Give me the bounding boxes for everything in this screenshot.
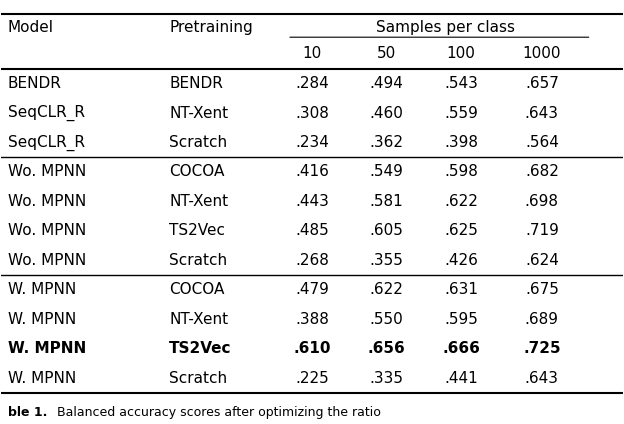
Text: 1000: 1000 [523,46,561,61]
Text: W. MPNN: W. MPNN [7,282,76,297]
Text: .416: .416 [295,165,329,179]
Text: BENDR: BENDR [7,76,62,91]
Text: ble 1.: ble 1. [7,406,47,419]
Text: .622: .622 [444,194,478,209]
Text: .460: .460 [369,106,404,120]
Text: .564: .564 [525,135,558,150]
Text: .643: .643 [525,106,559,120]
Text: Scratch: Scratch [169,371,227,386]
Text: BENDR: BENDR [169,76,223,91]
Text: .268: .268 [295,253,329,268]
Text: W. MPNN: W. MPNN [7,312,76,327]
Text: .657: .657 [525,76,558,91]
Text: .643: .643 [525,371,559,386]
Text: NT-Xent: NT-Xent [169,194,228,209]
Text: .398: .398 [444,135,478,150]
Text: .719: .719 [525,223,558,238]
Text: Scratch: Scratch [169,135,227,150]
Text: .610: .610 [293,341,331,357]
Text: .631: .631 [444,282,478,297]
Text: Balanced accuracy scores after optimizing the ratio: Balanced accuracy scores after optimizin… [57,406,381,419]
Text: .335: .335 [369,371,404,386]
Text: .666: .666 [442,341,480,357]
Text: .698: .698 [525,194,559,209]
Text: Wo. MPNN: Wo. MPNN [7,253,86,268]
Text: .689: .689 [525,312,559,327]
Text: W. MPNN: W. MPNN [7,371,76,386]
Text: Wo. MPNN: Wo. MPNN [7,194,86,209]
Text: .675: .675 [525,282,558,297]
Text: SeqCLR_R: SeqCLR_R [7,134,85,151]
Text: .441: .441 [444,371,478,386]
Text: Wo. MPNN: Wo. MPNN [7,165,86,179]
Text: .426: .426 [444,253,478,268]
Text: .225: .225 [295,371,329,386]
Text: .234: .234 [295,135,329,150]
Text: W. MPNN: W. MPNN [7,341,86,357]
Text: .485: .485 [295,223,329,238]
Text: .598: .598 [444,165,478,179]
Text: Wo. MPNN: Wo. MPNN [7,223,86,238]
Text: .549: .549 [369,165,404,179]
Text: .543: .543 [444,76,478,91]
Text: COCOA: COCOA [169,282,225,297]
Text: .725: .725 [523,341,561,357]
Text: .494: .494 [369,76,404,91]
Text: .443: .443 [295,194,329,209]
Text: .550: .550 [369,312,404,327]
Text: TS2Vec: TS2Vec [169,223,225,238]
Text: .622: .622 [369,282,404,297]
Text: .559: .559 [444,106,478,120]
Text: COCOA: COCOA [169,165,225,179]
Text: .479: .479 [295,282,329,297]
Text: 50: 50 [377,46,396,61]
Text: .682: .682 [525,165,558,179]
Text: .355: .355 [369,253,404,268]
Text: 100: 100 [447,46,475,61]
Text: .308: .308 [295,106,329,120]
Text: .388: .388 [295,312,329,327]
Text: Model: Model [7,20,54,35]
Text: .362: .362 [369,135,404,150]
Text: Pretraining: Pretraining [169,20,253,35]
Text: .605: .605 [369,223,404,238]
Text: SeqCLR_R: SeqCLR_R [7,105,85,121]
Text: Scratch: Scratch [169,253,227,268]
Text: .595: .595 [444,312,478,327]
Text: Samples per class: Samples per class [376,20,515,35]
Text: .625: .625 [444,223,478,238]
Text: .656: .656 [368,341,406,357]
Text: .284: .284 [295,76,329,91]
Text: NT-Xent: NT-Xent [169,106,228,120]
Text: 10: 10 [303,46,321,61]
Text: TS2Vec: TS2Vec [169,341,232,357]
Text: .624: .624 [525,253,558,268]
Text: NT-Xent: NT-Xent [169,312,228,327]
Text: .581: .581 [369,194,404,209]
